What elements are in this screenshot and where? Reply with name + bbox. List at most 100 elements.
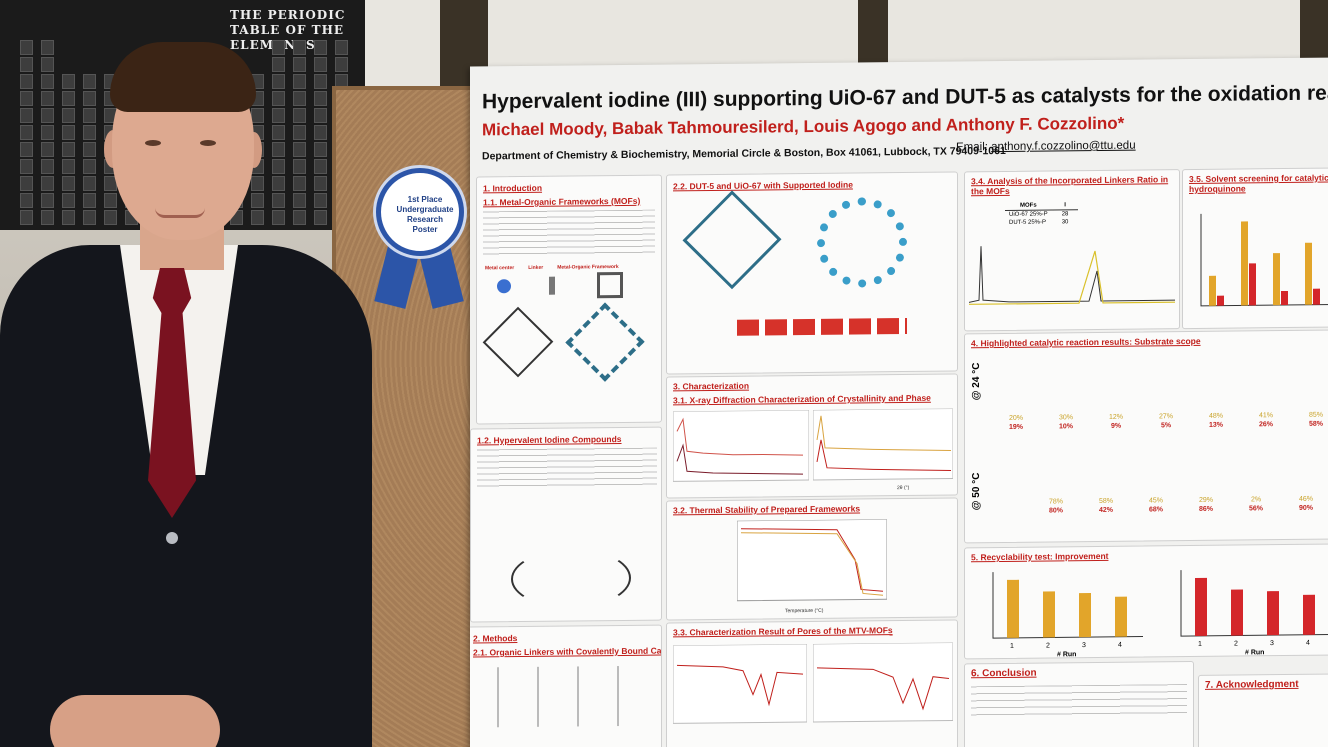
recycle-tick: 4 — [1118, 642, 1122, 649]
body-text — [477, 448, 657, 490]
section-heading: 3.3. Characterization Result of Pores of… — [673, 625, 893, 637]
body-text — [971, 684, 1187, 716]
recycle-bar — [1231, 589, 1243, 635]
solvent-bar — [1305, 243, 1312, 305]
recycle-bar — [1043, 591, 1055, 637]
panel-pore-characterization: 3.3. Characterization Result of Pores of… — [666, 619, 958, 747]
smile — [155, 208, 205, 218]
yield-pair: 12% 9% — [1091, 413, 1141, 432]
recycle-tick: 4 — [1306, 640, 1310, 647]
panel-recyclability: 5. Recyclability test: Improvement 1 2 3 4 #… — [964, 543, 1328, 659]
panel-conclusion: 6. Conclusion — [964, 661, 1194, 747]
section-heading: 3.1. X-ray Diffraction Characterization … — [673, 393, 931, 406]
yield-pair: 41% 26% — [1241, 411, 1291, 430]
panel-dut5-uio67: 2.2. DUT-5 and UiO-67 with Supported Iod… — [666, 171, 958, 374]
solvent-bar — [1217, 296, 1224, 306]
solvent-bar — [1281, 291, 1288, 305]
panel-introduction: 1. Introduction 1.1. Metal-Organic Frame… — [476, 175, 662, 425]
recycle-bar — [1115, 597, 1127, 637]
section-heading: 3.5. Solvent screening for catalytic hyd… — [1189, 172, 1328, 194]
hands — [50, 695, 220, 747]
section-heading: 2. Methods — [473, 633, 517, 643]
yield-uio67: 46% — [1281, 495, 1328, 505]
panel-characterization: 3. Characterization 3.1. X-ray Diffracti… — [666, 373, 958, 498]
section-heading: 1.1. Metal-Organic Frameworks (MOFs) — [483, 196, 640, 208]
yield-pair: 30% 10% — [1041, 413, 1091, 432]
ftir-chart-left — [673, 644, 807, 725]
mof-label: Metal-Organic Framework — [557, 264, 618, 271]
temp-label-50: @ 50 °C — [971, 473, 982, 511]
linker-ratio-table: MOFs I UiO-67 25%-P 28 DUT-5 25%-P 30 — [1005, 201, 1078, 227]
recycle-xlabel: # Run — [1245, 649, 1264, 656]
section-heading: 5. Recyclability test: Improvement — [971, 551, 1108, 562]
poster-department: Department of Chemistry & Biochemistry, … — [482, 145, 1006, 162]
ribbon-text: 1st Place Undergraduate Research Poster — [385, 195, 465, 235]
poster-email: Email: anthony.f.cozzolino@ttu.edu — [956, 140, 1136, 154]
yield-dut5: 58% — [1291, 419, 1328, 429]
yield-dut5: 13% — [1191, 420, 1241, 430]
yield-pair: 46% 90% — [1281, 495, 1328, 514]
section-heading: 3.4. Analysis of the Incorporated Linker… — [971, 174, 1171, 196]
yield-dut5: 10% — [1041, 422, 1091, 432]
panel-linker-ratio: 3.4. Analysis of the Incorporated Linker… — [964, 169, 1180, 331]
yield-dut5: 68% — [1131, 505, 1181, 515]
catalytic-cycle-icon — [511, 548, 631, 609]
pore-size-icon — [737, 318, 907, 336]
mof-label: Metal center — [485, 265, 514, 271]
poster-authors: Michael Moody, Babak Tahmouresilerd, Lou… — [482, 114, 1124, 141]
solvent-bar — [1273, 253, 1280, 305]
panel-substrate-scope: 4. Highlighted catalytic reaction result… — [964, 329, 1328, 543]
yield-uio67: 85% — [1291, 410, 1328, 420]
yield-dut5: 80% — [1031, 506, 1081, 516]
yield-dut5: 19% — [991, 423, 1041, 433]
body-text — [483, 210, 655, 256]
panel-hypervalent-iodine: 1.2. Hypervalent Iodine Compounds — [470, 427, 662, 623]
section-heading: 7. Acknowledgment — [1205, 679, 1299, 691]
award-ribbon: 1st Place Undergraduate Research Poster — [372, 168, 468, 308]
panel-acknowledgment: 7. Acknowledgment — [1198, 673, 1328, 747]
email-label: Email: — [956, 141, 988, 153]
recycle-bar — [1267, 591, 1279, 635]
poster-title: Hypervalent iodine (III) supporting UiO-… — [482, 81, 1328, 114]
mof-structure-icon — [483, 307, 554, 378]
yield-dut5: 9% — [1091, 422, 1141, 432]
yield-dut5: 26% — [1241, 420, 1291, 430]
section-heading: 2.2. DUT-5 and UiO-67 with Supported Iod… — [673, 180, 853, 192]
recycle-tick: 1 — [1010, 643, 1014, 650]
solvent-bar — [1313, 289, 1320, 305]
research-poster: Hypervalent iodine (III) supporting UiO-… — [470, 57, 1328, 747]
section-heading: 3.2. Thermal Stability of Prepared Frame… — [673, 503, 860, 515]
panel-thermal-stability: 3.2. Thermal Stability of Prepared Frame… — [666, 497, 958, 620]
solvent-bar — [1209, 276, 1216, 306]
dut5-structure-icon — [683, 190, 782, 289]
xrd-chart-right — [813, 408, 953, 487]
yield-dut5: 90% — [1281, 504, 1328, 514]
metal-center-icon — [497, 279, 511, 293]
section-heading: 6. Conclusion — [971, 668, 1037, 680]
yield-dut5: 56% — [1231, 504, 1281, 514]
section-heading: 1.2. Hypervalent Iodine Compounds — [477, 434, 622, 446]
recycle-tick: 3 — [1082, 642, 1086, 649]
recycle-tick: 2 — [1046, 642, 1050, 649]
recycle-xlabel: # Run — [1057, 651, 1076, 658]
yield-pair: 27% 5% — [1141, 412, 1191, 431]
hair — [110, 42, 256, 112]
recycle-bar — [1079, 593, 1091, 637]
section-heading: 4. Highlighted catalytic reaction result… — [971, 336, 1201, 348]
mof-label: Linker — [528, 265, 543, 271]
recycle-tick: 3 — [1270, 640, 1274, 647]
ribbon-rosette: 1st Place Undergraduate Research Poster — [376, 168, 464, 256]
section-heading: 1. Introduction — [483, 183, 542, 194]
yield-pair: 2% 56% — [1231, 495, 1281, 514]
yield-pair: 85% 58% — [1291, 410, 1328, 429]
yield-pair: 29% 86% — [1181, 496, 1231, 515]
recycle-bar — [1007, 580, 1019, 638]
linker-icon — [549, 277, 555, 295]
ftir-chart-right — [813, 642, 953, 723]
framework-icon — [597, 272, 623, 298]
uio67-structure-icon — [817, 197, 907, 288]
eye — [145, 140, 161, 146]
section-heading: 2.1. Organic Linkers with Covalently Bou… — [473, 645, 662, 657]
xrd-axis-label: 2θ (°) — [897, 485, 909, 491]
jacket-button — [166, 532, 178, 544]
